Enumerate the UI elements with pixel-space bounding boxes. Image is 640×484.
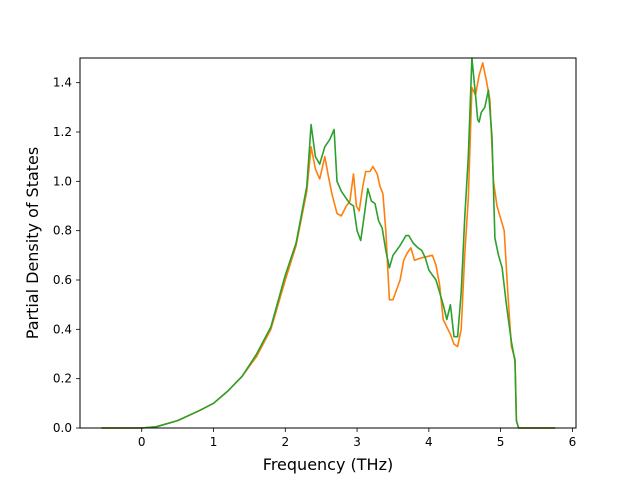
x-tick-label: 6 (569, 435, 577, 449)
y-axis: 0.0 0.2 0.4 0.6 0.8 1.0 1.2 1.4 (53, 76, 80, 435)
y-tick-label: 0.6 (53, 273, 72, 287)
x-tick-label: 4 (425, 435, 433, 449)
x-tick-label: 1 (210, 435, 218, 449)
y-tick-label: 1.0 (53, 174, 72, 188)
x-tick-label: 5 (497, 435, 505, 449)
x-tick-label: 2 (281, 435, 289, 449)
plot-area (80, 58, 576, 428)
y-tick-label: 1.4 (53, 76, 72, 90)
series-layer (101, 57, 556, 429)
y-tick-label: 1.2 (53, 125, 72, 139)
y-tick-label: 0.2 (53, 372, 72, 386)
series-line-2 (101, 57, 556, 429)
plot-frame (79, 57, 577, 429)
x-tick-label: 0 (138, 435, 146, 449)
y-tick-label: 0.8 (53, 224, 72, 238)
y-tick-label: 0.4 (53, 322, 72, 336)
x-axis: 0 1 2 3 4 5 6 (138, 428, 576, 449)
x-axis-label: Frequency (THz) (263, 455, 393, 474)
y-tick-label: 0.0 (53, 421, 72, 435)
y-axis-label: Partial Density of States (23, 147, 42, 339)
x-tick-label: 3 (353, 435, 361, 449)
